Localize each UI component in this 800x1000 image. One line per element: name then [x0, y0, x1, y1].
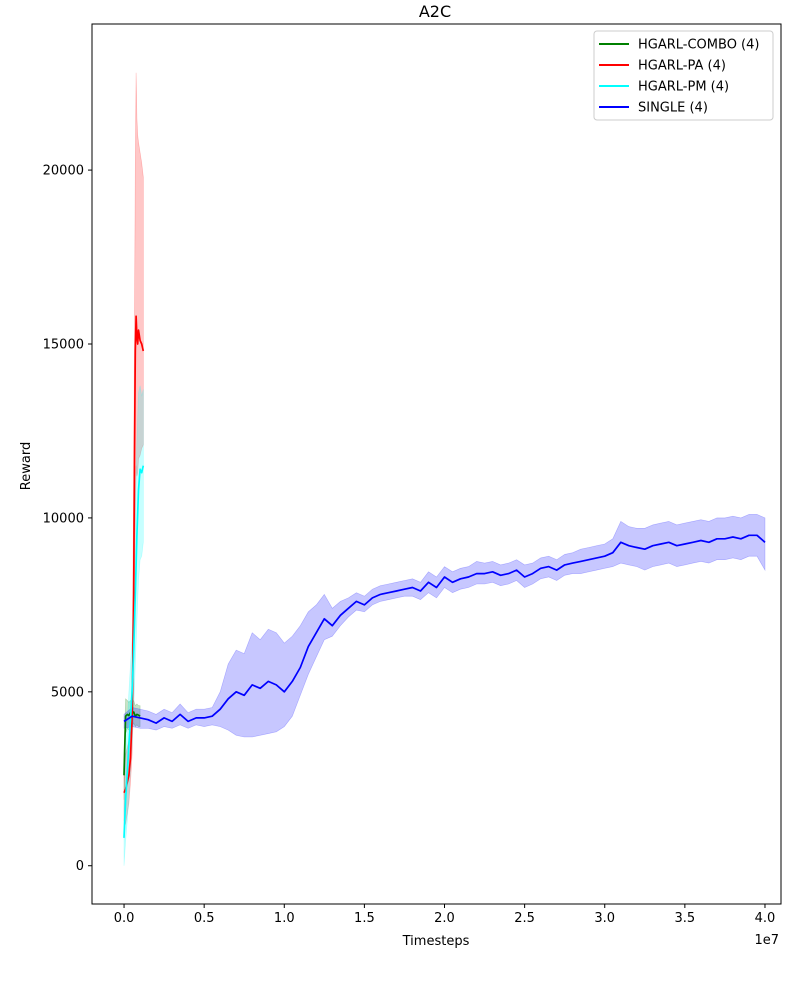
x-axis-multiplier: 1e7 — [754, 933, 779, 948]
chart-title: A2C — [419, 2, 451, 21]
line-hgarl-pa-4 — [123, 315, 145, 794]
legend-label: HGARL-PM (4) — [638, 80, 729, 95]
y-tick-label: 5000 — [51, 685, 84, 700]
series-lines — [123, 315, 766, 838]
line-hgarl-pm-4 — [123, 465, 145, 838]
band-single-4 — [123, 514, 766, 738]
x-tick-label: 4.0 — [755, 911, 776, 926]
legend-label: HGARL-PA (4) — [638, 59, 726, 74]
legend-label: HGARL-COMBO (4) — [638, 38, 759, 53]
y-tick-label: 0 — [76, 859, 84, 874]
y-tick-label: 10000 — [43, 511, 84, 526]
y-axis-ticks: 0 5000 10000 15000 20000 — [43, 164, 92, 874]
x-tick-label: 2.0 — [434, 911, 455, 926]
legend: HGARL-COMBO (4) HGARL-PA (4) HGARL-PM (4) S… — [593, 30, 774, 121]
x-tick-label: 1.0 — [274, 911, 295, 926]
line-single-4 — [123, 534, 766, 724]
band-hgarl-pa-4 — [123, 72, 144, 826]
y-tick-label: 20000 — [43, 164, 84, 179]
plot-frame — [91, 23, 782, 905]
x-tick-label: 3.5 — [675, 911, 696, 926]
x-tick-label: 2.5 — [514, 911, 535, 926]
x-tick-label: 1.5 — [354, 911, 375, 926]
y-axis-title: Reward — [19, 442, 34, 490]
x-tick-label: 3.0 — [594, 911, 615, 926]
x-tick-label: 0.0 — [114, 911, 135, 926]
x-tick-label: 0.5 — [194, 911, 215, 926]
band-hgarl-combo-4 — [123, 698, 141, 800]
legend-label: SINGLE (4) — [638, 101, 708, 116]
x-axis-title: Timesteps — [402, 934, 470, 949]
legend-box — [593, 30, 774, 121]
y-tick-label: 15000 — [43, 338, 84, 353]
x-axis-ticks: 0.0 0.5 1.0 1.5 2.0 2.5 3.0 3.5 4.0 — [114, 904, 776, 926]
